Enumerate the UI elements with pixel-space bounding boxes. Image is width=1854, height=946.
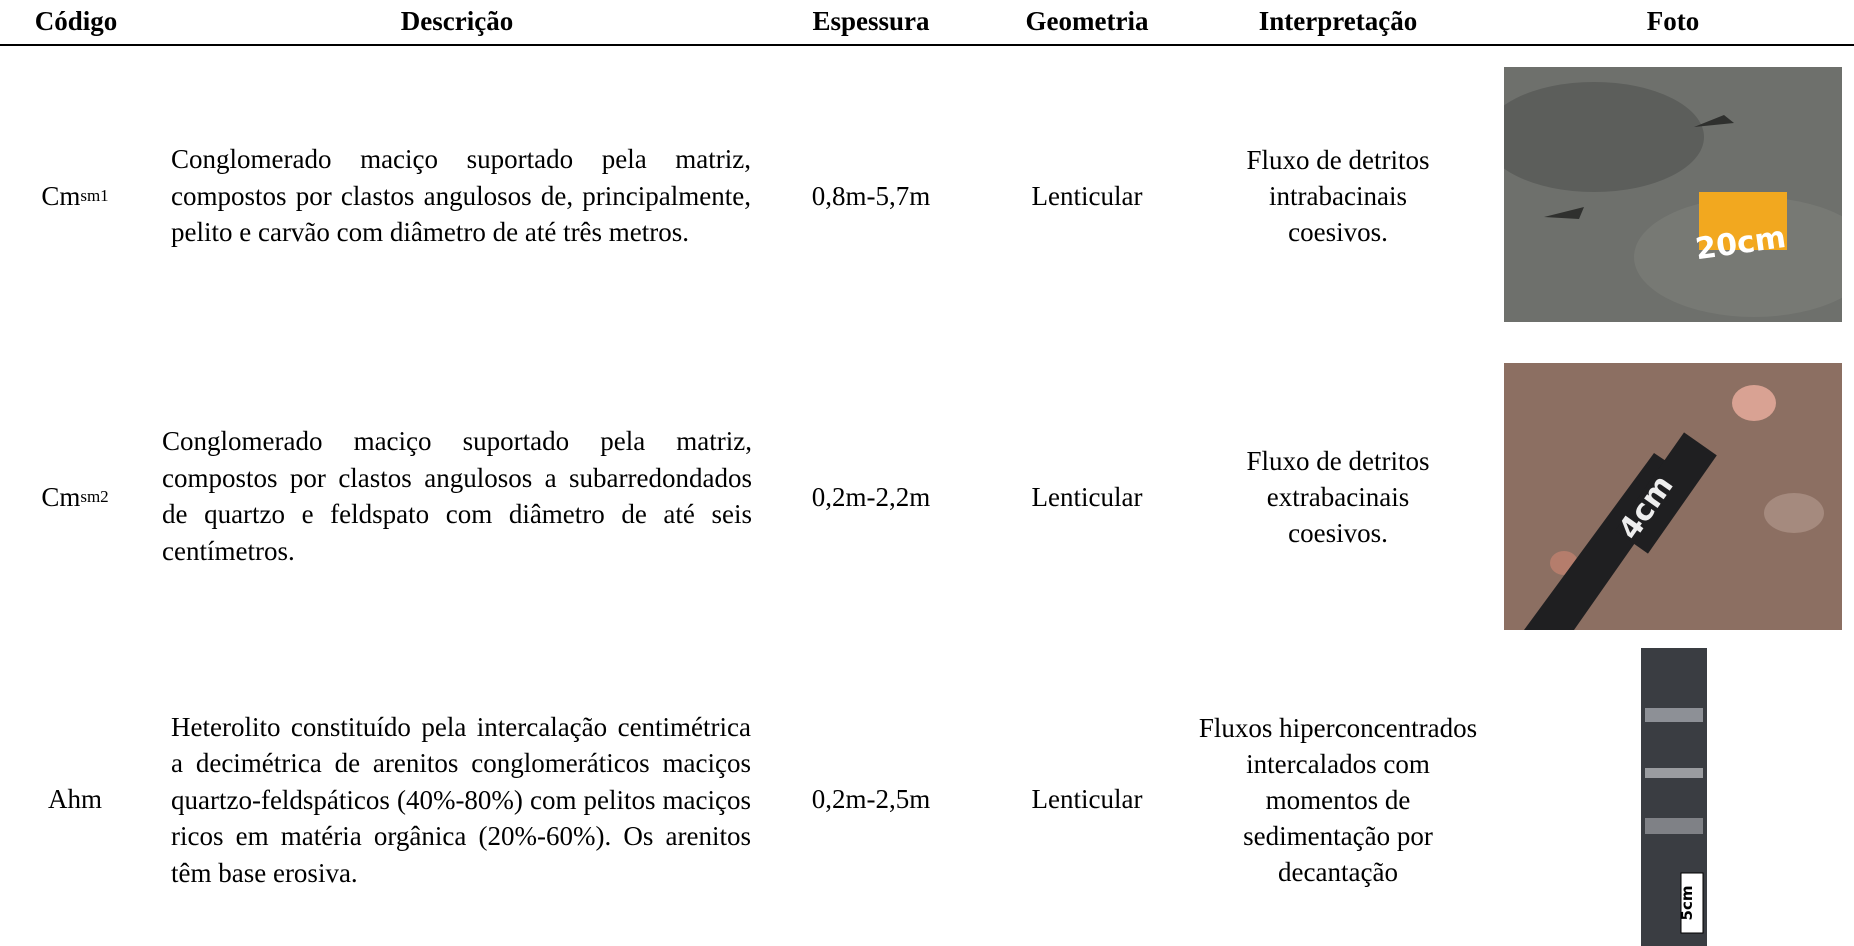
header-cell: Descrição — [400, 6, 514, 36]
code: Cm — [41, 181, 81, 211]
code: Cm — [41, 482, 81, 512]
description: Conglomerado maciço suportado pela matri… — [171, 144, 751, 248]
header-cell: Interpretação — [1258, 6, 1418, 36]
code-cell: Cm sm1 — [10, 160, 140, 232]
description: Conglomerado maciço suportado pela matri… — [162, 426, 752, 566]
code: Ahm — [48, 784, 102, 814]
geometry: Lenticular — [1031, 784, 1143, 814]
header-cell: Foto — [1646, 6, 1700, 36]
interpretation: Fluxo de detritos extrabacinais coesivos… — [1246, 446, 1430, 548]
header-cell: Código — [34, 6, 118, 36]
code-subscript: sm1 — [80, 186, 109, 205]
thickness: 0,2m-2,5m — [811, 784, 931, 814]
geometry: Lenticular — [1031, 482, 1143, 512]
header-cell: Geometria — [1025, 6, 1149, 36]
code-subscript: sm2 — [80, 487, 109, 506]
photo: 5cm — [1641, 648, 1707, 946]
header-rule — [0, 44, 1854, 46]
description-cell: Heterolito constituído pela intercalação… — [171, 680, 751, 920]
code-cell: Ahm — [10, 763, 140, 835]
thickness: 0,2m-2,2m — [811, 482, 931, 512]
description: Heterolito constituído pela intercalação… — [171, 711, 751, 888]
photo: 20cm — [1504, 67, 1842, 322]
interpretation: Fluxos hiperconcentrados intercalados co… — [1198, 713, 1478, 887]
geometry: Lenticular — [1031, 181, 1143, 211]
thickness: 0,8m-5,7m — [811, 181, 931, 211]
description-cell: Conglomerado maciço suportado pela matri… — [171, 100, 751, 292]
photo: 4cm — [1504, 363, 1842, 630]
header-cell: Espessura — [812, 6, 930, 36]
code-cell: Cm sm2 — [10, 461, 140, 533]
photo-scale-label: 5cm — [1678, 886, 1696, 921]
description-cell: Conglomerado maciço suportado pela matri… — [162, 400, 752, 592]
interpretation: Fluxo de detritos intrabacinais coesivos… — [1246, 145, 1430, 247]
